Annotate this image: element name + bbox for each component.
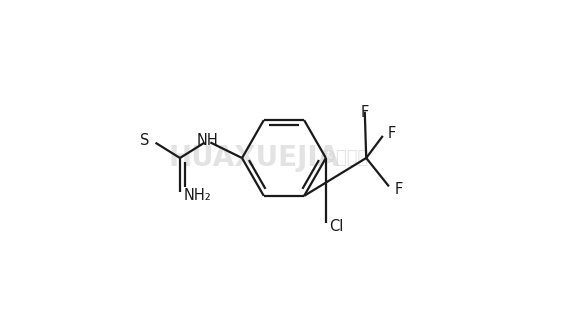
Text: F: F [360, 105, 369, 119]
Text: Cl: Cl [329, 219, 344, 234]
Text: NH₂: NH₂ [184, 188, 211, 203]
Text: HUAXUEJIA: HUAXUEJIA [169, 144, 340, 172]
Text: F: F [394, 182, 403, 197]
Text: NH: NH [196, 133, 218, 149]
Text: ®化学加: ®化学加 [318, 149, 368, 167]
Text: F: F [388, 126, 396, 141]
Text: S: S [140, 133, 150, 149]
